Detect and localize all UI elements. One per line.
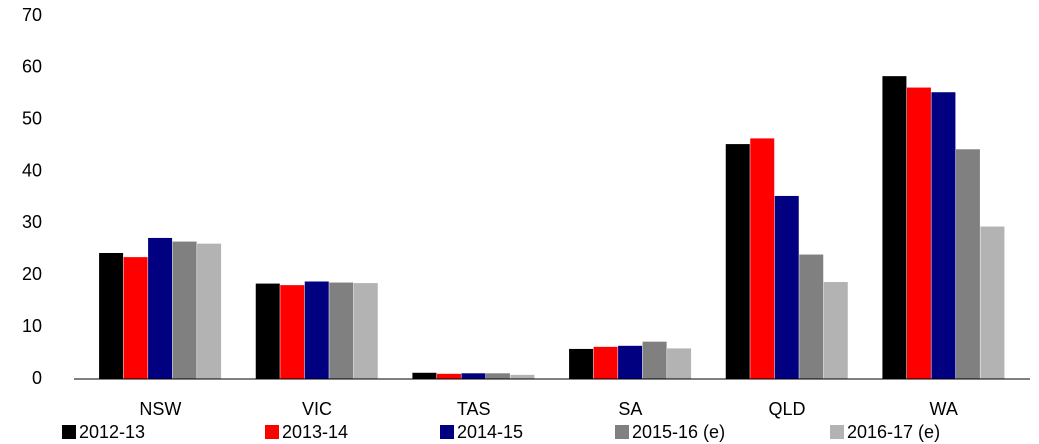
bar [148, 237, 173, 379]
y-tick-label: 70 [22, 5, 42, 25]
bar [412, 372, 437, 379]
bar [667, 348, 692, 379]
bar [172, 241, 197, 379]
x-tick-label: SA [618, 399, 642, 419]
bar [569, 348, 594, 379]
bar [510, 374, 535, 379]
x-tick-label: WA [930, 399, 958, 419]
bar [799, 254, 824, 379]
bar [774, 195, 799, 379]
bar [980, 226, 1005, 379]
bar [823, 282, 848, 379]
bar [593, 346, 618, 379]
legend-swatch [615, 425, 629, 439]
bar [485, 373, 510, 379]
x-tick-label: QLD [768, 399, 805, 419]
y-tick-label: 60 [22, 57, 42, 77]
bar [750, 138, 775, 379]
bar [642, 341, 667, 379]
bar [280, 285, 305, 379]
bar [906, 87, 931, 379]
y-tick-label: 50 [22, 108, 42, 128]
y-tick-label: 40 [22, 160, 42, 180]
legend-swatch [62, 425, 76, 439]
y-tick-label: 10 [22, 316, 42, 336]
bar [304, 281, 329, 379]
x-tick-label: VIC [302, 399, 332, 419]
legend-label: 2014-15 [457, 422, 523, 442]
y-tick-label: 20 [22, 264, 42, 284]
bar [618, 345, 643, 379]
legend-label: 2015-16 (e) [632, 422, 725, 442]
legend-swatch [830, 425, 844, 439]
bar [353, 283, 378, 379]
legend-swatch [265, 425, 279, 439]
y-tick-label: 30 [22, 212, 42, 232]
bar [123, 257, 148, 379]
x-tick-label: TAS [457, 399, 491, 419]
bar [197, 243, 222, 379]
bar [436, 373, 461, 379]
legend-label: 2012-13 [79, 422, 145, 442]
x-tick-label: NSW [139, 399, 181, 419]
legend-label: 2013-14 [282, 422, 348, 442]
y-tick-label: 0 [32, 368, 42, 388]
bar [931, 92, 956, 379]
bar [329, 282, 354, 379]
bar [461, 373, 486, 379]
bar [725, 144, 750, 379]
bar [955, 149, 980, 379]
bar [882, 76, 907, 379]
bar [255, 283, 280, 379]
bar [99, 252, 124, 379]
legend-label: 2016-17 (e) [847, 422, 940, 442]
legend-swatch [440, 425, 454, 439]
